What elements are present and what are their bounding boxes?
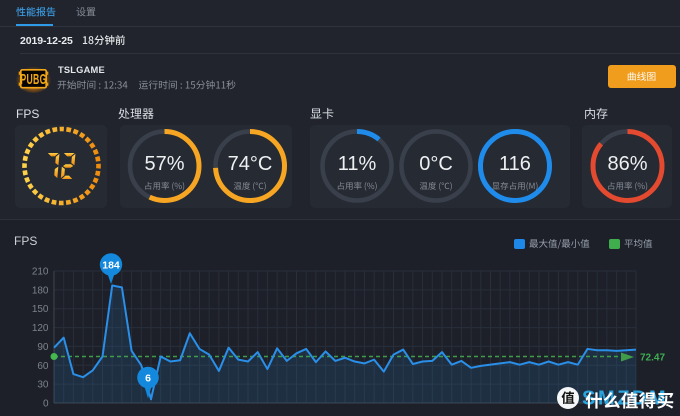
svg-text:11%: 11% <box>338 153 377 175</box>
svg-text:6: 6 <box>145 372 151 384</box>
svg-text:72.47: 72.47 <box>640 353 665 364</box>
svg-text:116: 116 <box>499 153 531 175</box>
svg-text:30: 30 <box>37 380 49 391</box>
svg-text:210: 210 <box>32 267 49 278</box>
svg-text:0°C: 0°C <box>419 153 453 175</box>
svg-text:PUBG: PUBG <box>20 71 46 88</box>
svg-text:60: 60 <box>37 361 49 372</box>
svg-text:86%: 86% <box>607 153 647 175</box>
svg-text:120: 120 <box>32 323 49 334</box>
svg-text:184: 184 <box>102 259 120 271</box>
svg-text:57%: 57% <box>144 153 184 175</box>
svg-text:90: 90 <box>37 342 49 353</box>
svg-text:150: 150 <box>32 304 49 315</box>
svg-text:0: 0 <box>43 399 49 410</box>
svg-text:74°C: 74°C <box>228 153 273 175</box>
svg-text:180: 180 <box>32 285 49 296</box>
